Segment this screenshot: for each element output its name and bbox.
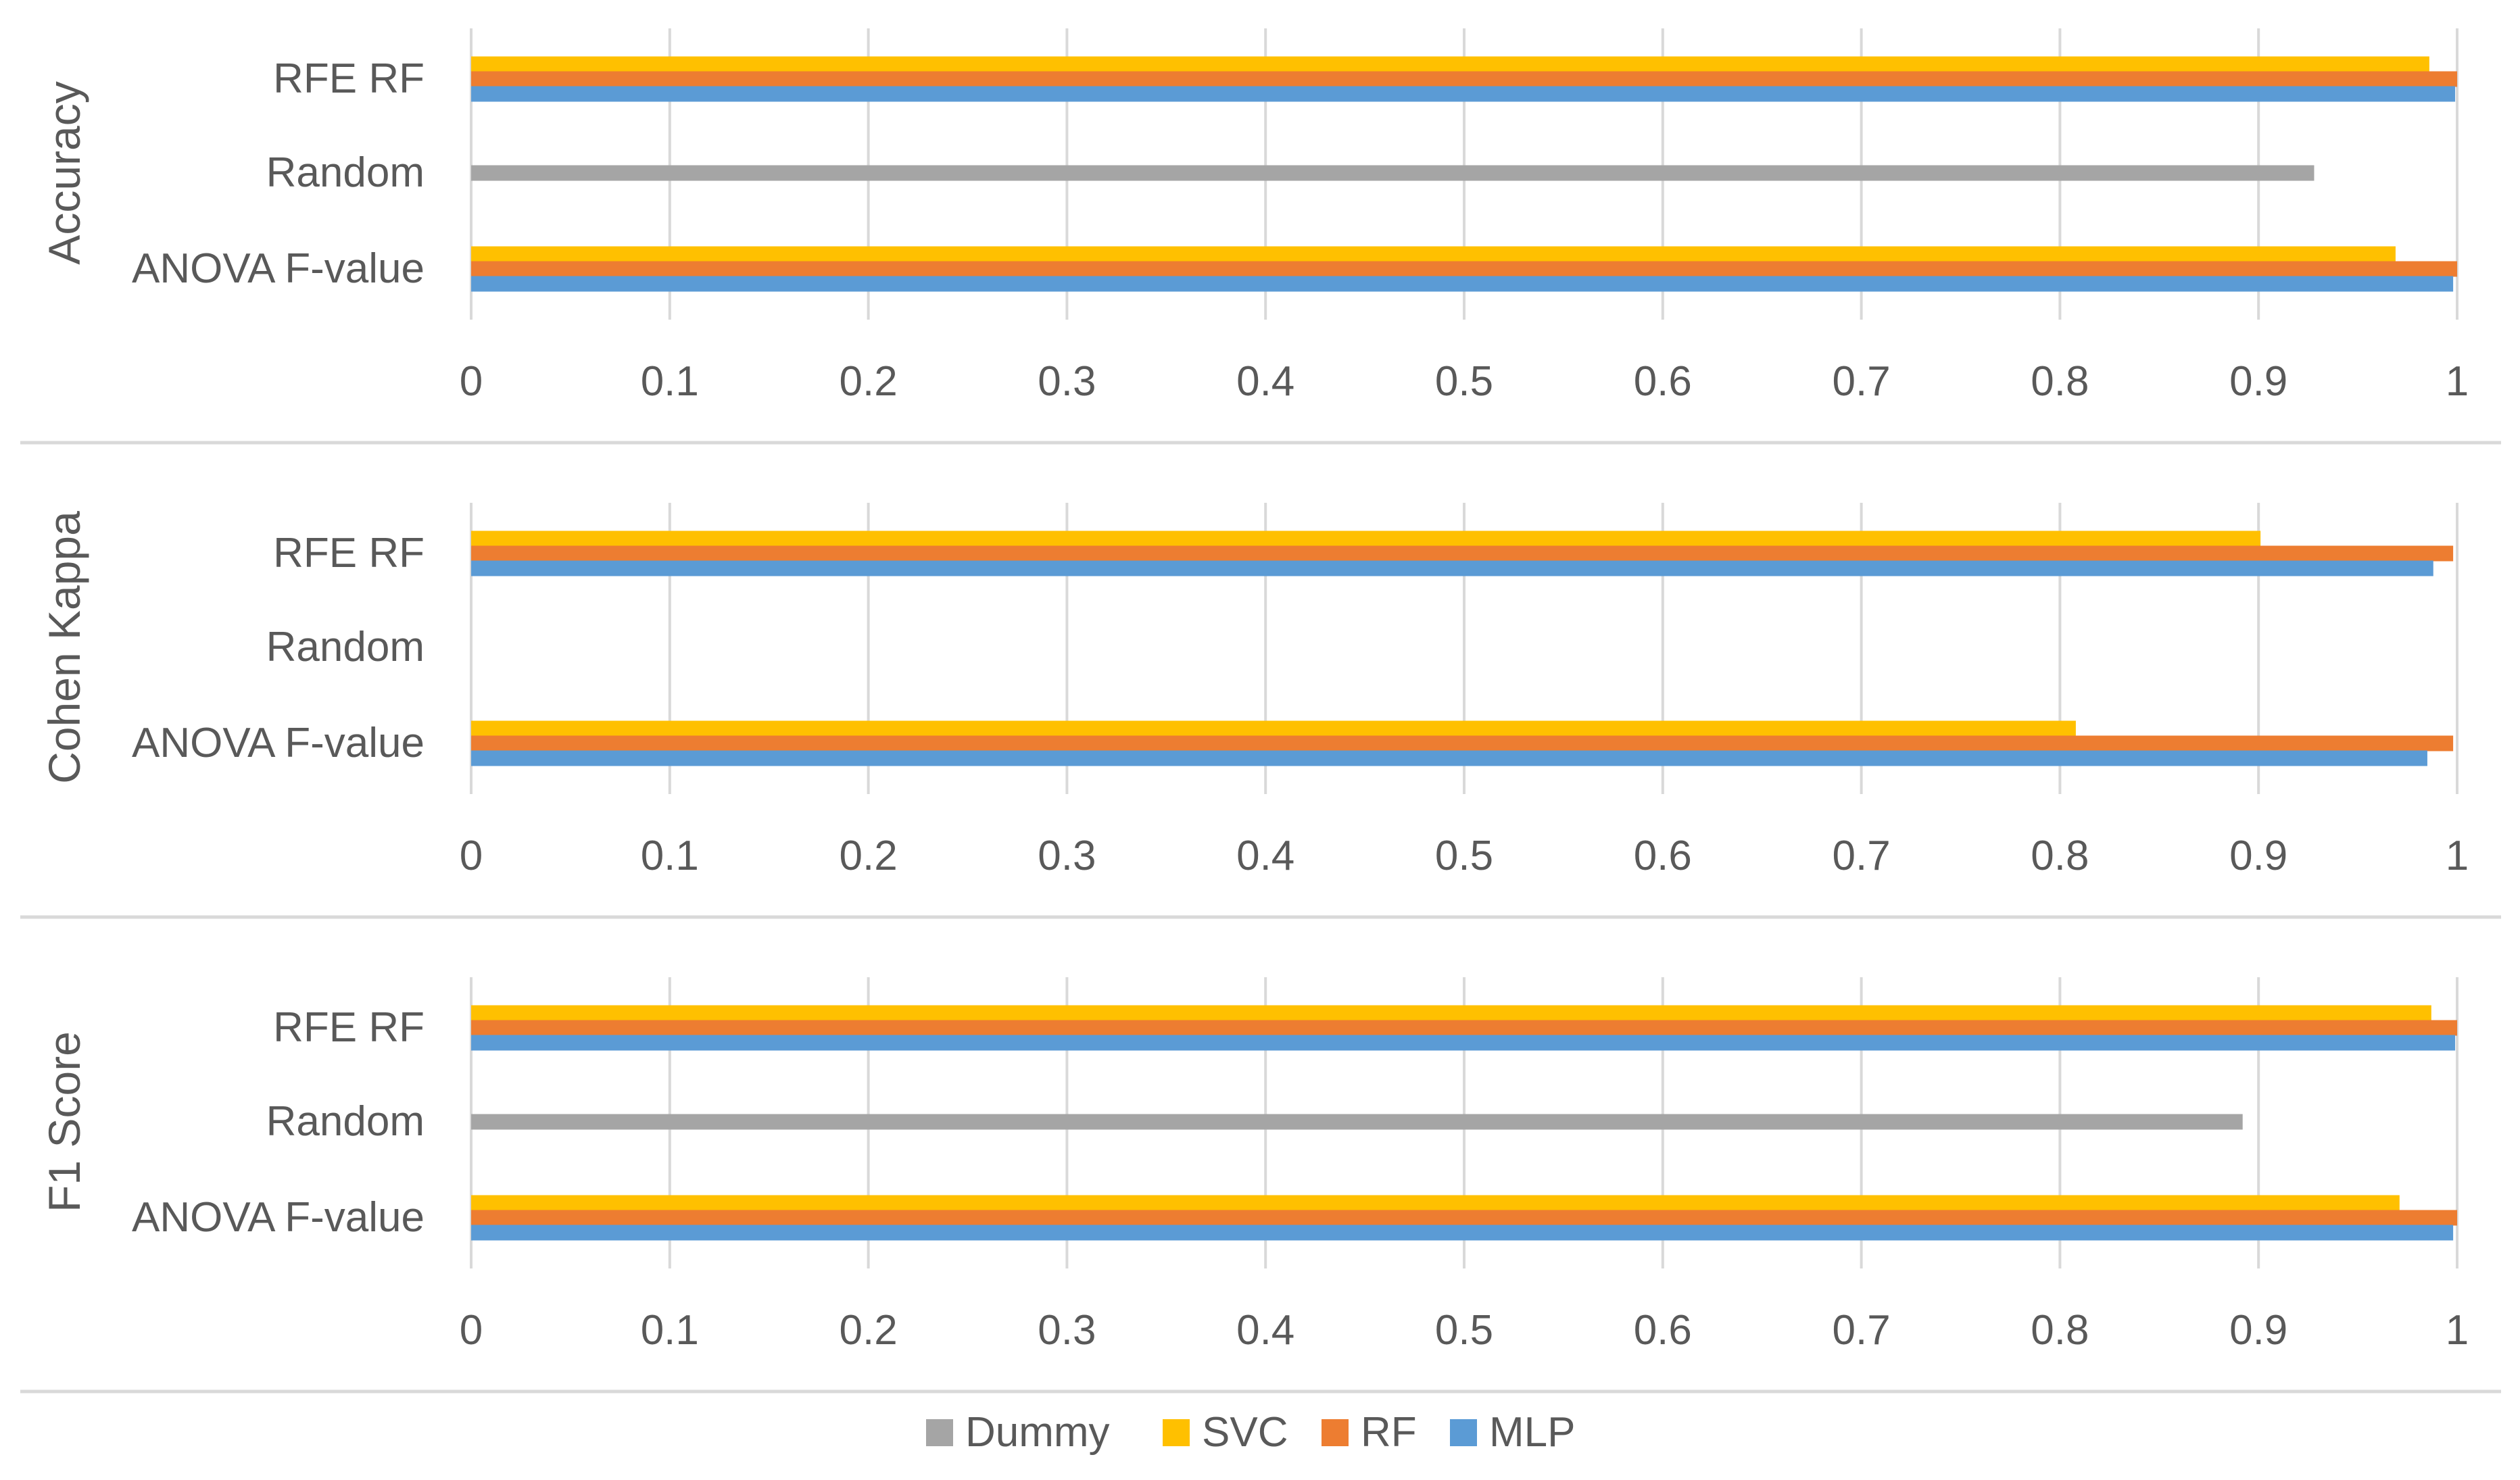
x-tick-label: 0.3 bbox=[1038, 358, 1096, 405]
bar-dummy-random bbox=[471, 165, 2315, 181]
category-label: ANOVA F-value bbox=[132, 1194, 425, 1241]
legend-label: SVC bbox=[1202, 1409, 1288, 1456]
category-label: RFE RF bbox=[273, 55, 425, 102]
x-tick-label: 0.4 bbox=[1236, 1307, 1294, 1354]
bar-dummy-random bbox=[471, 1114, 2243, 1130]
x-tick-label: 0.1 bbox=[641, 833, 699, 879]
x-tick-label: 0.6 bbox=[1634, 833, 1692, 879]
legend-swatch bbox=[1450, 1419, 1477, 1446]
x-tick-label: 0.4 bbox=[1236, 358, 1294, 405]
x-tick-label: 0 bbox=[460, 833, 483, 879]
bar-rf-anova-f-value bbox=[471, 261, 2457, 277]
bar-svc-anova-f-value bbox=[471, 246, 2396, 262]
legend-swatch bbox=[926, 1419, 953, 1446]
bar-rf-anova-f-value bbox=[471, 1210, 2457, 1226]
bar-mlp-rfe-rf bbox=[471, 1035, 2456, 1051]
x-tick-label: 0.7 bbox=[1832, 833, 1890, 879]
x-tick-label: 1 bbox=[2446, 358, 2469, 405]
chart-panel-accuracy: RFE RF Random ANOVA F-value 0 0.1 0.2 0.3 0.4 0.… bbox=[20, 28, 2501, 445]
x-tick-label: 0.6 bbox=[1634, 358, 1692, 405]
x-tick-label: 0 bbox=[460, 358, 483, 405]
legend-swatch bbox=[1163, 1419, 1190, 1446]
bar-mlp-anova-f-value bbox=[471, 750, 2427, 766]
x-tick-label: 0.2 bbox=[839, 833, 897, 879]
bar-svc-rfe-rf bbox=[471, 1005, 2431, 1021]
bar-mlp-anova-f-value bbox=[471, 276, 2454, 292]
x-tick-label: 0.5 bbox=[1435, 358, 1493, 405]
x-tick-label: 0 bbox=[460, 1307, 483, 1354]
category-label: Random bbox=[266, 149, 425, 196]
legend-item-rf: RF bbox=[1322, 1409, 1417, 1456]
bar-svc-anova-f-value bbox=[471, 720, 2076, 737]
legend-item-svc: SVC bbox=[1163, 1409, 1288, 1456]
x-tick-label: 0.1 bbox=[641, 358, 699, 405]
x-tick-label: 0.2 bbox=[839, 1307, 897, 1354]
bar-mlp-rfe-rf bbox=[471, 560, 2433, 576]
legend-item-mlp: MLP bbox=[1450, 1409, 1575, 1456]
x-tick-label: 0.9 bbox=[2229, 358, 2287, 405]
chart-panels: RFE RF Random ANOVA F-value 0 0.1 0.2 0.3 0.4 0.… bbox=[20, 28, 2501, 1393]
bar-svc-anova-f-value bbox=[471, 1195, 2400, 1211]
x-tick-label: 0.7 bbox=[1832, 1307, 1890, 1354]
x-tick-label: 0.2 bbox=[839, 358, 897, 405]
bar-mlp-anova-f-value bbox=[471, 1225, 2454, 1241]
bar-svc-rfe-rf bbox=[471, 56, 2429, 72]
legend-label: Dummy bbox=[965, 1409, 1110, 1456]
category-label: RFE RF bbox=[273, 530, 425, 576]
panel-title: Cohen Kappa bbox=[39, 511, 89, 784]
legend-swatch bbox=[1322, 1419, 1349, 1446]
panel-title: Accuracy bbox=[39, 81, 89, 264]
bar-rf-anova-f-value bbox=[471, 735, 2454, 751]
x-tick-label: 0.5 bbox=[1435, 833, 1493, 879]
bar-rf-rfe-rf bbox=[471, 1020, 2457, 1036]
category-label: RFE RF bbox=[273, 1004, 425, 1051]
legend-label: RF bbox=[1361, 1409, 1417, 1456]
panel-title: F1 Score bbox=[39, 1031, 89, 1212]
legend-item-dummy: Dummy bbox=[926, 1409, 1110, 1456]
bar-mlp-rfe-rf bbox=[471, 86, 2456, 102]
x-tick-label: 0.3 bbox=[1038, 1307, 1096, 1354]
x-tick-label: 0.8 bbox=[2031, 1307, 2089, 1354]
bar-rf-rfe-rf bbox=[471, 545, 2454, 562]
x-tick-label: 0.8 bbox=[2031, 358, 2089, 405]
x-tick-label: 0.3 bbox=[1038, 833, 1096, 879]
x-tick-label: 0.4 bbox=[1236, 833, 1294, 879]
x-tick-label: 0.1 bbox=[641, 1307, 699, 1354]
bar-rf-rfe-rf bbox=[471, 71, 2457, 87]
category-label: ANOVA F-value bbox=[132, 245, 425, 292]
category-label: Random bbox=[266, 624, 425, 670]
legend-label: MLP bbox=[1489, 1409, 1575, 1456]
chart-panel-cohen-kappa: RFE RF Random ANOVA F-value 0 0.1 0.2 0.3 0.4 0.… bbox=[20, 503, 2501, 919]
x-tick-label: 0.9 bbox=[2229, 833, 2287, 879]
category-label: Random bbox=[266, 1098, 425, 1145]
x-tick-label: 1 bbox=[2446, 833, 2469, 879]
bar-svc-rfe-rf bbox=[471, 531, 2261, 547]
x-tick-label: 1 bbox=[2446, 1307, 2469, 1354]
x-tick-label: 0.9 bbox=[2229, 1307, 2287, 1354]
legend: Dummy SVC RF MLP bbox=[926, 1409, 1575, 1456]
x-tick-label: 0.6 bbox=[1634, 1307, 1692, 1354]
x-tick-label: 0.5 bbox=[1435, 1307, 1493, 1354]
category-label: ANOVA F-value bbox=[132, 720, 425, 766]
x-tick-label: 0.8 bbox=[2031, 833, 2089, 879]
x-tick-label: 0.7 bbox=[1832, 358, 1890, 405]
chart-panel-f1-score: RFE RF Random ANOVA F-value 0 0.1 0.2 0.3 0.4 0.… bbox=[20, 977, 2501, 1393]
